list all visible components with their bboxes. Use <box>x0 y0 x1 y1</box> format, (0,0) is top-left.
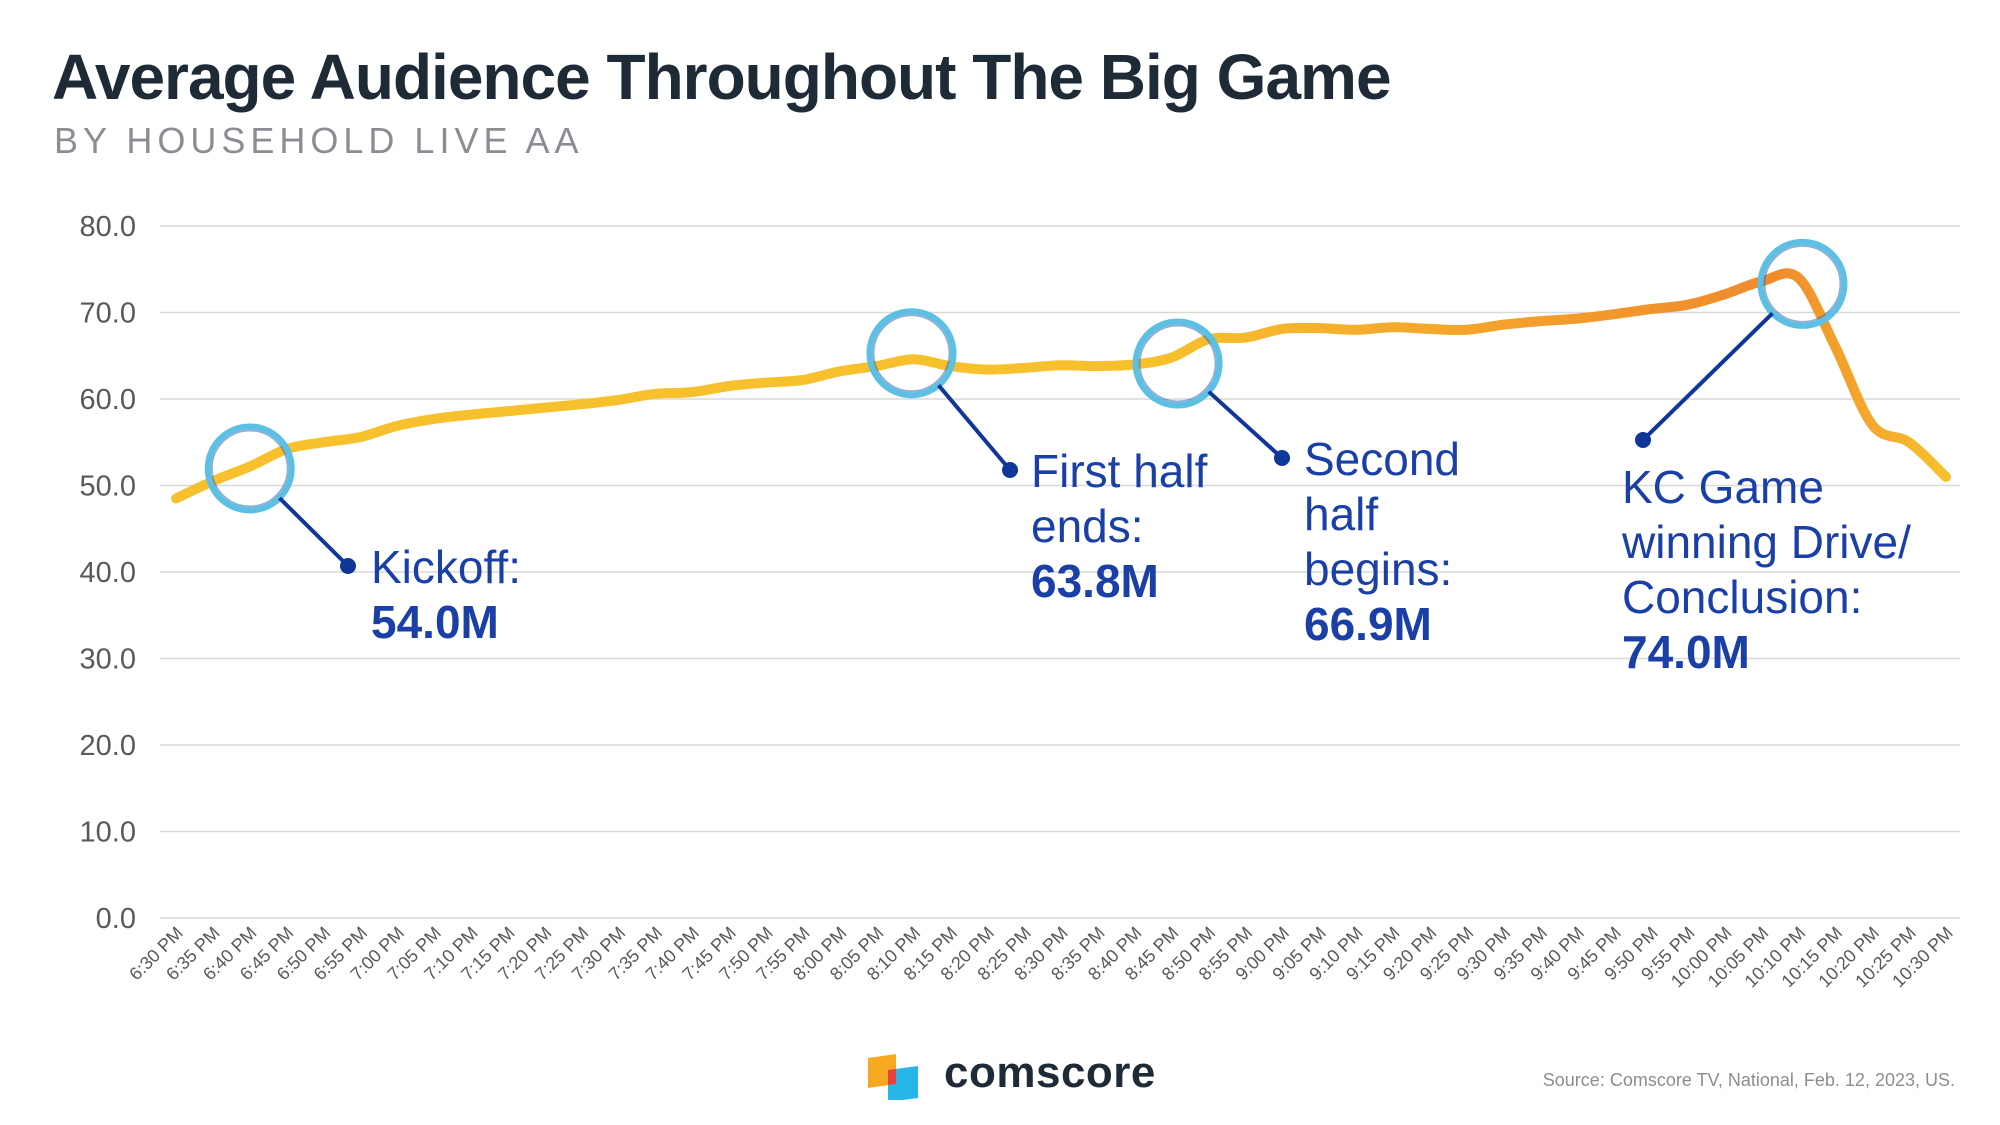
annotation-label-line: ends: <box>1031 500 1144 552</box>
annotation-label-line: First half <box>1031 445 1208 497</box>
annotation-3: KC Game winning Drive/Conclusion:74.0M <box>1621 238 1911 678</box>
annotation-label-line: Second <box>1304 433 1460 485</box>
annotation-label: KC Game winning Drive/Conclusion: <box>1621 461 1911 623</box>
highlight-circle <box>1132 318 1223 409</box>
annotation-label: First half ends: <box>1031 445 1208 552</box>
annotation-2: Second half begins:66.9M <box>1132 318 1460 650</box>
y-tick-label: 50.0 <box>80 471 136 503</box>
y-tick-label: 60.0 <box>80 384 136 416</box>
highlight-circle-inner <box>210 429 289 508</box>
annotation-connector <box>278 496 350 568</box>
annotation-value: 74.0M <box>1622 626 1750 678</box>
highlight-circle <box>866 308 957 399</box>
y-tick-label: 10.0 <box>80 817 136 849</box>
highlight-circle <box>1757 238 1848 329</box>
y-tick-label: 30.0 <box>80 644 136 676</box>
annotation-label-line: winning Drive/ <box>1621 516 1911 568</box>
annotation-0: Kickoff:54.0M <box>204 423 521 648</box>
annotation-connector <box>1207 390 1284 460</box>
annotation-label-line: begins: <box>1304 543 1452 595</box>
annotation-value: 63.8M <box>1031 555 1159 607</box>
line-chart: 0.0 10.0 20.0 30.0 40.0 50.0 60.0 70.0 80.0 6:30… <box>80 211 1960 992</box>
y-tick-label: 80.0 <box>80 211 136 243</box>
annotation-value: 54.0M <box>371 596 499 648</box>
logo-mark-red <box>888 1069 896 1085</box>
annotation-label-line: Conclusion: <box>1622 571 1862 623</box>
y-tick-label: 40.0 <box>80 557 136 589</box>
annotation-connector <box>937 384 1012 472</box>
annotation-dot <box>340 558 356 574</box>
comscore-logo: comscore <box>866 1048 1166 1100</box>
highlight-circle-inner <box>1763 244 1842 323</box>
comscore-mark-icon <box>868 1054 918 1100</box>
chart-title: Average Audience Throughout The Big Game <box>52 41 1392 113</box>
highlight-circle <box>204 423 295 514</box>
annotation-value: 66.9M <box>1304 598 1432 650</box>
annotation-dot <box>1002 462 1018 478</box>
logo-text: comscore <box>944 1048 1156 1097</box>
series-line <box>171 268 1951 504</box>
y-tick-label: 20.0 <box>80 730 136 762</box>
annotation-1: First half ends:63.8M <box>866 308 1208 607</box>
annotation-label-line: Kickoff: <box>371 541 521 593</box>
source-note: Source: Comscore TV, National, Feb. 12, … <box>1542 1070 1955 1090</box>
annotation-connector <box>1641 311 1774 442</box>
chart-subtitle: BY HOUSEHOLD LIVE AA <box>54 120 584 161</box>
annotation-dot <box>1274 450 1290 466</box>
y-tick-label: 0.0 <box>96 903 136 935</box>
annotation-dot <box>1635 432 1651 448</box>
y-tick-label: 70.0 <box>80 298 136 330</box>
series-layer <box>171 268 1951 504</box>
y-axis: 0.0 10.0 20.0 30.0 40.0 50.0 60.0 70.0 80.0 <box>80 211 136 935</box>
highlight-circle-inner <box>872 314 951 393</box>
annotation-label: Kickoff: <box>371 541 521 593</box>
annotation-label: Second half begins: <box>1304 433 1460 595</box>
annotation-label-line: half <box>1304 488 1378 540</box>
highlight-circle-inner <box>1138 324 1217 403</box>
x-axis: 6:30 PM6:35 PM6:40 PM6:45 PM6:50 PM6:55 … <box>125 923 1957 992</box>
annotation-label-line: KC Game <box>1622 461 1824 513</box>
